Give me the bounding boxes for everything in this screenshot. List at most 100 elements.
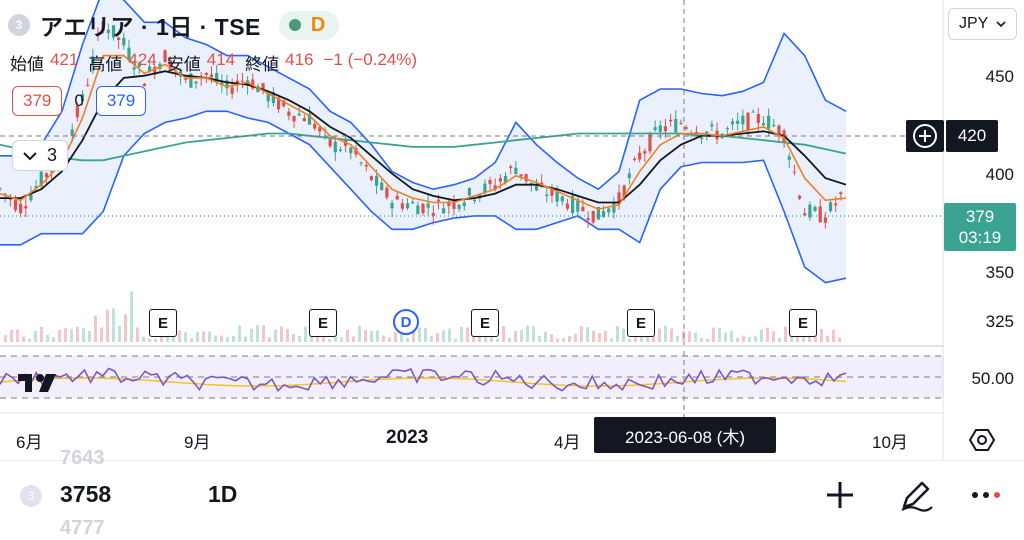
plus-circle-icon bbox=[913, 124, 937, 148]
candle-body bbox=[586, 217, 590, 221]
candle-body bbox=[251, 79, 255, 89]
volume-bar bbox=[70, 329, 73, 342]
candle-body bbox=[380, 182, 384, 191]
volume-bar bbox=[22, 336, 25, 342]
market-status-pill[interactable]: D bbox=[278, 10, 340, 40]
add-alert-button[interactable] bbox=[906, 120, 944, 152]
interval-select[interactable]: 1D bbox=[208, 481, 238, 507]
candle-body bbox=[333, 141, 337, 153]
indicators-collapse-button[interactable]: 3 bbox=[12, 140, 69, 171]
candle-body bbox=[746, 112, 750, 131]
bar-countdown: 03:19 bbox=[958, 228, 1002, 247]
candle-body bbox=[839, 192, 843, 195]
volume-bar bbox=[388, 337, 391, 342]
earnings-marker[interactable]: E bbox=[471, 309, 499, 337]
earnings-marker[interactable]: E bbox=[149, 309, 177, 337]
candle-body bbox=[80, 94, 85, 102]
candle-body bbox=[75, 105, 79, 118]
candle-body bbox=[813, 207, 817, 211]
open-label: 始値 bbox=[10, 55, 44, 74]
volume-bar bbox=[340, 336, 343, 342]
price-axis-label: 450 bbox=[985, 67, 1014, 86]
chart-settings-icon[interactable] bbox=[968, 426, 996, 454]
candle-body bbox=[292, 115, 296, 122]
candle-body bbox=[364, 165, 368, 167]
volume-bar bbox=[202, 331, 205, 342]
volume-bar bbox=[316, 334, 319, 342]
candle-body bbox=[426, 203, 430, 208]
candle-body bbox=[684, 127, 688, 130]
symbol-code[interactable]: 3758 bbox=[60, 481, 112, 507]
volume-bar bbox=[418, 327, 421, 342]
dividend-marker[interactable]: D bbox=[393, 309, 419, 335]
ghost-previous-symbol: 7643 bbox=[60, 447, 105, 469]
symbol-header[interactable]: 3 アエリア · 1日 · TSE D bbox=[8, 10, 340, 40]
symbol-title[interactable]: アエリア · 1日 · TSE bbox=[40, 14, 261, 40]
volume-bar bbox=[652, 335, 655, 342]
volume-bar bbox=[148, 338, 151, 342]
candle-body bbox=[106, 29, 110, 33]
add-plus-icon[interactable] bbox=[822, 477, 858, 513]
candle-body bbox=[70, 129, 74, 137]
candle-body bbox=[240, 80, 245, 82]
volume-bar bbox=[328, 338, 331, 342]
drawing-pen-icon[interactable] bbox=[898, 477, 934, 513]
candle-body bbox=[416, 205, 420, 215]
volume-bar bbox=[586, 327, 589, 342]
candle-body bbox=[663, 126, 668, 132]
candle-body bbox=[653, 127, 657, 130]
candle-body bbox=[189, 73, 193, 88]
volume-bar bbox=[142, 336, 145, 342]
candle-body bbox=[674, 118, 678, 133]
volume-bar bbox=[292, 334, 295, 342]
candle-body bbox=[395, 195, 399, 200]
volume-bar bbox=[700, 337, 703, 342]
price-axis-label: 400 bbox=[985, 165, 1014, 184]
candle-body bbox=[607, 208, 611, 213]
volume-bar bbox=[280, 326, 283, 342]
candle-body bbox=[385, 187, 389, 198]
high-value: 424 bbox=[128, 50, 157, 69]
candle-body bbox=[751, 111, 755, 113]
currency-select[interactable]: JPY bbox=[948, 8, 1018, 40]
earnings-marker[interactable]: E bbox=[627, 309, 655, 337]
chevron-down-icon bbox=[23, 151, 37, 160]
candle-body bbox=[400, 203, 404, 209]
volume-bar bbox=[40, 326, 43, 342]
volume-bar bbox=[436, 333, 439, 342]
candle-body bbox=[601, 210, 606, 217]
volume-bar bbox=[100, 327, 103, 342]
candle-body bbox=[818, 206, 822, 223]
volume-bar bbox=[658, 328, 661, 342]
volume-bar bbox=[94, 315, 97, 342]
volume-bar bbox=[604, 330, 607, 342]
volume-bar bbox=[28, 338, 31, 342]
candle-body bbox=[787, 156, 791, 160]
volume-bar bbox=[562, 338, 565, 342]
ghost-next-symbol: 4777 bbox=[60, 517, 105, 539]
volume-bar bbox=[154, 338, 157, 342]
indicator-value-left[interactable]: 379 bbox=[12, 86, 63, 116]
more-menu-icon[interactable] bbox=[968, 477, 1004, 513]
volume-bar bbox=[256, 325, 259, 342]
high-label: 高値 bbox=[88, 55, 123, 74]
symbol-badge: 3 bbox=[20, 485, 42, 507]
volume-bar bbox=[136, 327, 139, 342]
volume-bar bbox=[748, 336, 751, 342]
candle-body bbox=[127, 47, 131, 60]
earnings-marker[interactable]: E bbox=[309, 309, 337, 337]
candle-body bbox=[797, 195, 802, 199]
candle-body bbox=[638, 152, 642, 160]
volume-bar bbox=[688, 331, 691, 342]
volume-bar bbox=[676, 335, 679, 342]
volume-bar bbox=[502, 326, 505, 342]
rsi-line bbox=[0, 367, 847, 393]
volume-bar bbox=[58, 330, 61, 342]
price-chart[interactable] bbox=[0, 0, 944, 460]
volume-bar bbox=[466, 327, 469, 342]
indicator-value-right[interactable]: 379 bbox=[95, 86, 147, 116]
candle-body bbox=[271, 92, 276, 104]
candle-body bbox=[519, 174, 523, 177]
earnings-marker[interactable]: E bbox=[789, 309, 817, 337]
volume-bar bbox=[286, 328, 289, 342]
